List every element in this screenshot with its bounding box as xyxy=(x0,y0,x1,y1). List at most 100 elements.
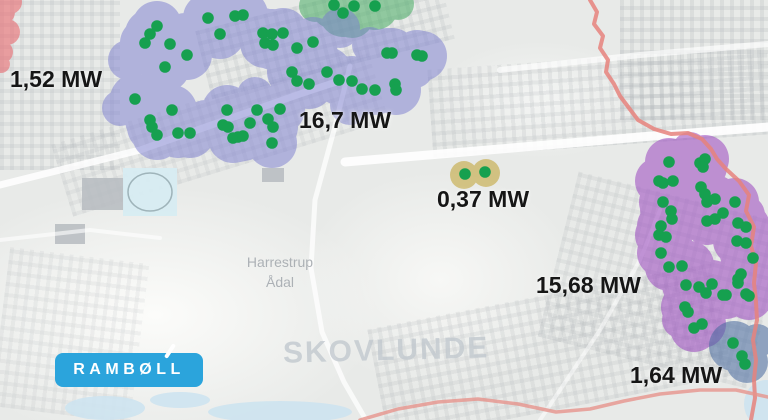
supply-dot xyxy=(286,66,298,78)
water-body xyxy=(65,396,145,420)
zone-center-small xyxy=(450,159,500,189)
supply-dot xyxy=(291,75,303,87)
road-minor-west xyxy=(0,228,162,242)
map-label-line: Harrestrup xyxy=(246,254,314,270)
supply-dot xyxy=(267,121,279,133)
supply-dot xyxy=(321,66,333,78)
mw-capacity-label: 1,52 MW xyxy=(10,66,103,92)
supply-dot xyxy=(416,50,428,62)
zone-west-edge xyxy=(0,0,22,73)
supply-dot xyxy=(303,78,315,90)
mw-capacity-label: 0,37 MW xyxy=(437,186,530,212)
supply-dot xyxy=(159,61,171,73)
supply-dot xyxy=(356,83,368,95)
supply-dot xyxy=(655,247,667,259)
ramboll-logo-text: RAMBØLL xyxy=(73,361,185,378)
map-label-line: Ådal xyxy=(265,274,295,290)
supply-dot xyxy=(657,196,669,208)
mw-capacity-label: 1,64 MW xyxy=(630,362,723,388)
ramboll-logo: RAMBØLL xyxy=(55,343,203,387)
supply-dot xyxy=(657,177,669,189)
supply-dot xyxy=(369,84,381,96)
supply-dot xyxy=(277,27,289,39)
road-park-curve xyxy=(308,63,369,420)
supply-dot xyxy=(679,301,691,313)
stadium-track xyxy=(127,172,173,212)
road-boulevard xyxy=(340,122,768,167)
supply-dot xyxy=(369,0,381,12)
supply-dot xyxy=(709,213,721,225)
supply-dot xyxy=(732,277,744,289)
supply-dot xyxy=(181,49,193,61)
supply-dot xyxy=(700,287,712,299)
supply-dot xyxy=(727,337,739,349)
mw-capacity-label: 15,68 MW xyxy=(536,272,641,298)
supply-dot xyxy=(202,12,214,24)
supply-dot xyxy=(666,213,678,225)
supply-points xyxy=(129,0,759,370)
road-northeast xyxy=(497,41,768,73)
supply-dot xyxy=(390,84,402,96)
supply-dot xyxy=(676,260,688,272)
supply-dot xyxy=(709,193,721,205)
supply-dot xyxy=(680,279,692,291)
supply-dot xyxy=(129,93,141,105)
supply-dot xyxy=(717,289,729,301)
supply-dot xyxy=(237,130,249,142)
supply-dot xyxy=(274,103,286,115)
water-body xyxy=(208,401,352,420)
supply-dot xyxy=(164,38,176,50)
supply-dot xyxy=(739,358,751,370)
supply-dot xyxy=(729,196,741,208)
supply-dot xyxy=(688,322,700,334)
supply-dot xyxy=(346,75,358,87)
supply-dot xyxy=(740,221,752,233)
water-body xyxy=(150,392,210,408)
supply-dot xyxy=(251,104,263,116)
supply-dot xyxy=(237,9,249,21)
supply-dot xyxy=(706,278,718,290)
supply-dot xyxy=(214,28,226,40)
supply-dot xyxy=(333,74,345,86)
supply-dot xyxy=(717,207,729,219)
supply-dot xyxy=(663,156,675,168)
supply-dot xyxy=(266,137,278,149)
map-label-harrestrup-adal: Harrestrup Ådal xyxy=(228,252,332,292)
supply-dot xyxy=(166,104,178,116)
supply-dot xyxy=(328,0,340,11)
supply-dot xyxy=(267,39,279,51)
supply-dot xyxy=(221,104,233,116)
supply-dot xyxy=(307,36,319,48)
supply-dot xyxy=(479,166,491,178)
map-label-skovlunde: SKOVLUNDE xyxy=(282,331,490,370)
supply-dot xyxy=(663,261,675,273)
supply-dot xyxy=(144,28,156,40)
supply-dot xyxy=(660,231,672,243)
mw-capacity-label: 16,7 MW xyxy=(299,107,392,133)
supply-dot xyxy=(667,175,679,187)
supply-dot xyxy=(139,37,151,49)
supply-dot xyxy=(244,117,256,129)
supply-dot xyxy=(386,47,398,59)
supply-dot xyxy=(222,121,234,133)
supply-dot xyxy=(459,168,471,180)
supply-dot xyxy=(257,27,269,39)
supply-dot xyxy=(184,127,196,139)
supply-dot xyxy=(151,129,163,141)
supply-dot xyxy=(655,220,667,232)
supply-dot xyxy=(151,20,163,32)
ring-road xyxy=(358,388,768,420)
supply-dot xyxy=(172,127,184,139)
supply-dot xyxy=(291,42,303,54)
stadium-area xyxy=(123,168,177,216)
supply-dot xyxy=(747,252,759,264)
supply-dot xyxy=(731,235,743,247)
supply-dot xyxy=(337,7,349,19)
supply-dot xyxy=(743,290,755,302)
municipal-boundary xyxy=(588,0,759,420)
supply-dot xyxy=(740,237,752,249)
supply-dot xyxy=(266,28,278,40)
supply-dot xyxy=(697,161,709,173)
